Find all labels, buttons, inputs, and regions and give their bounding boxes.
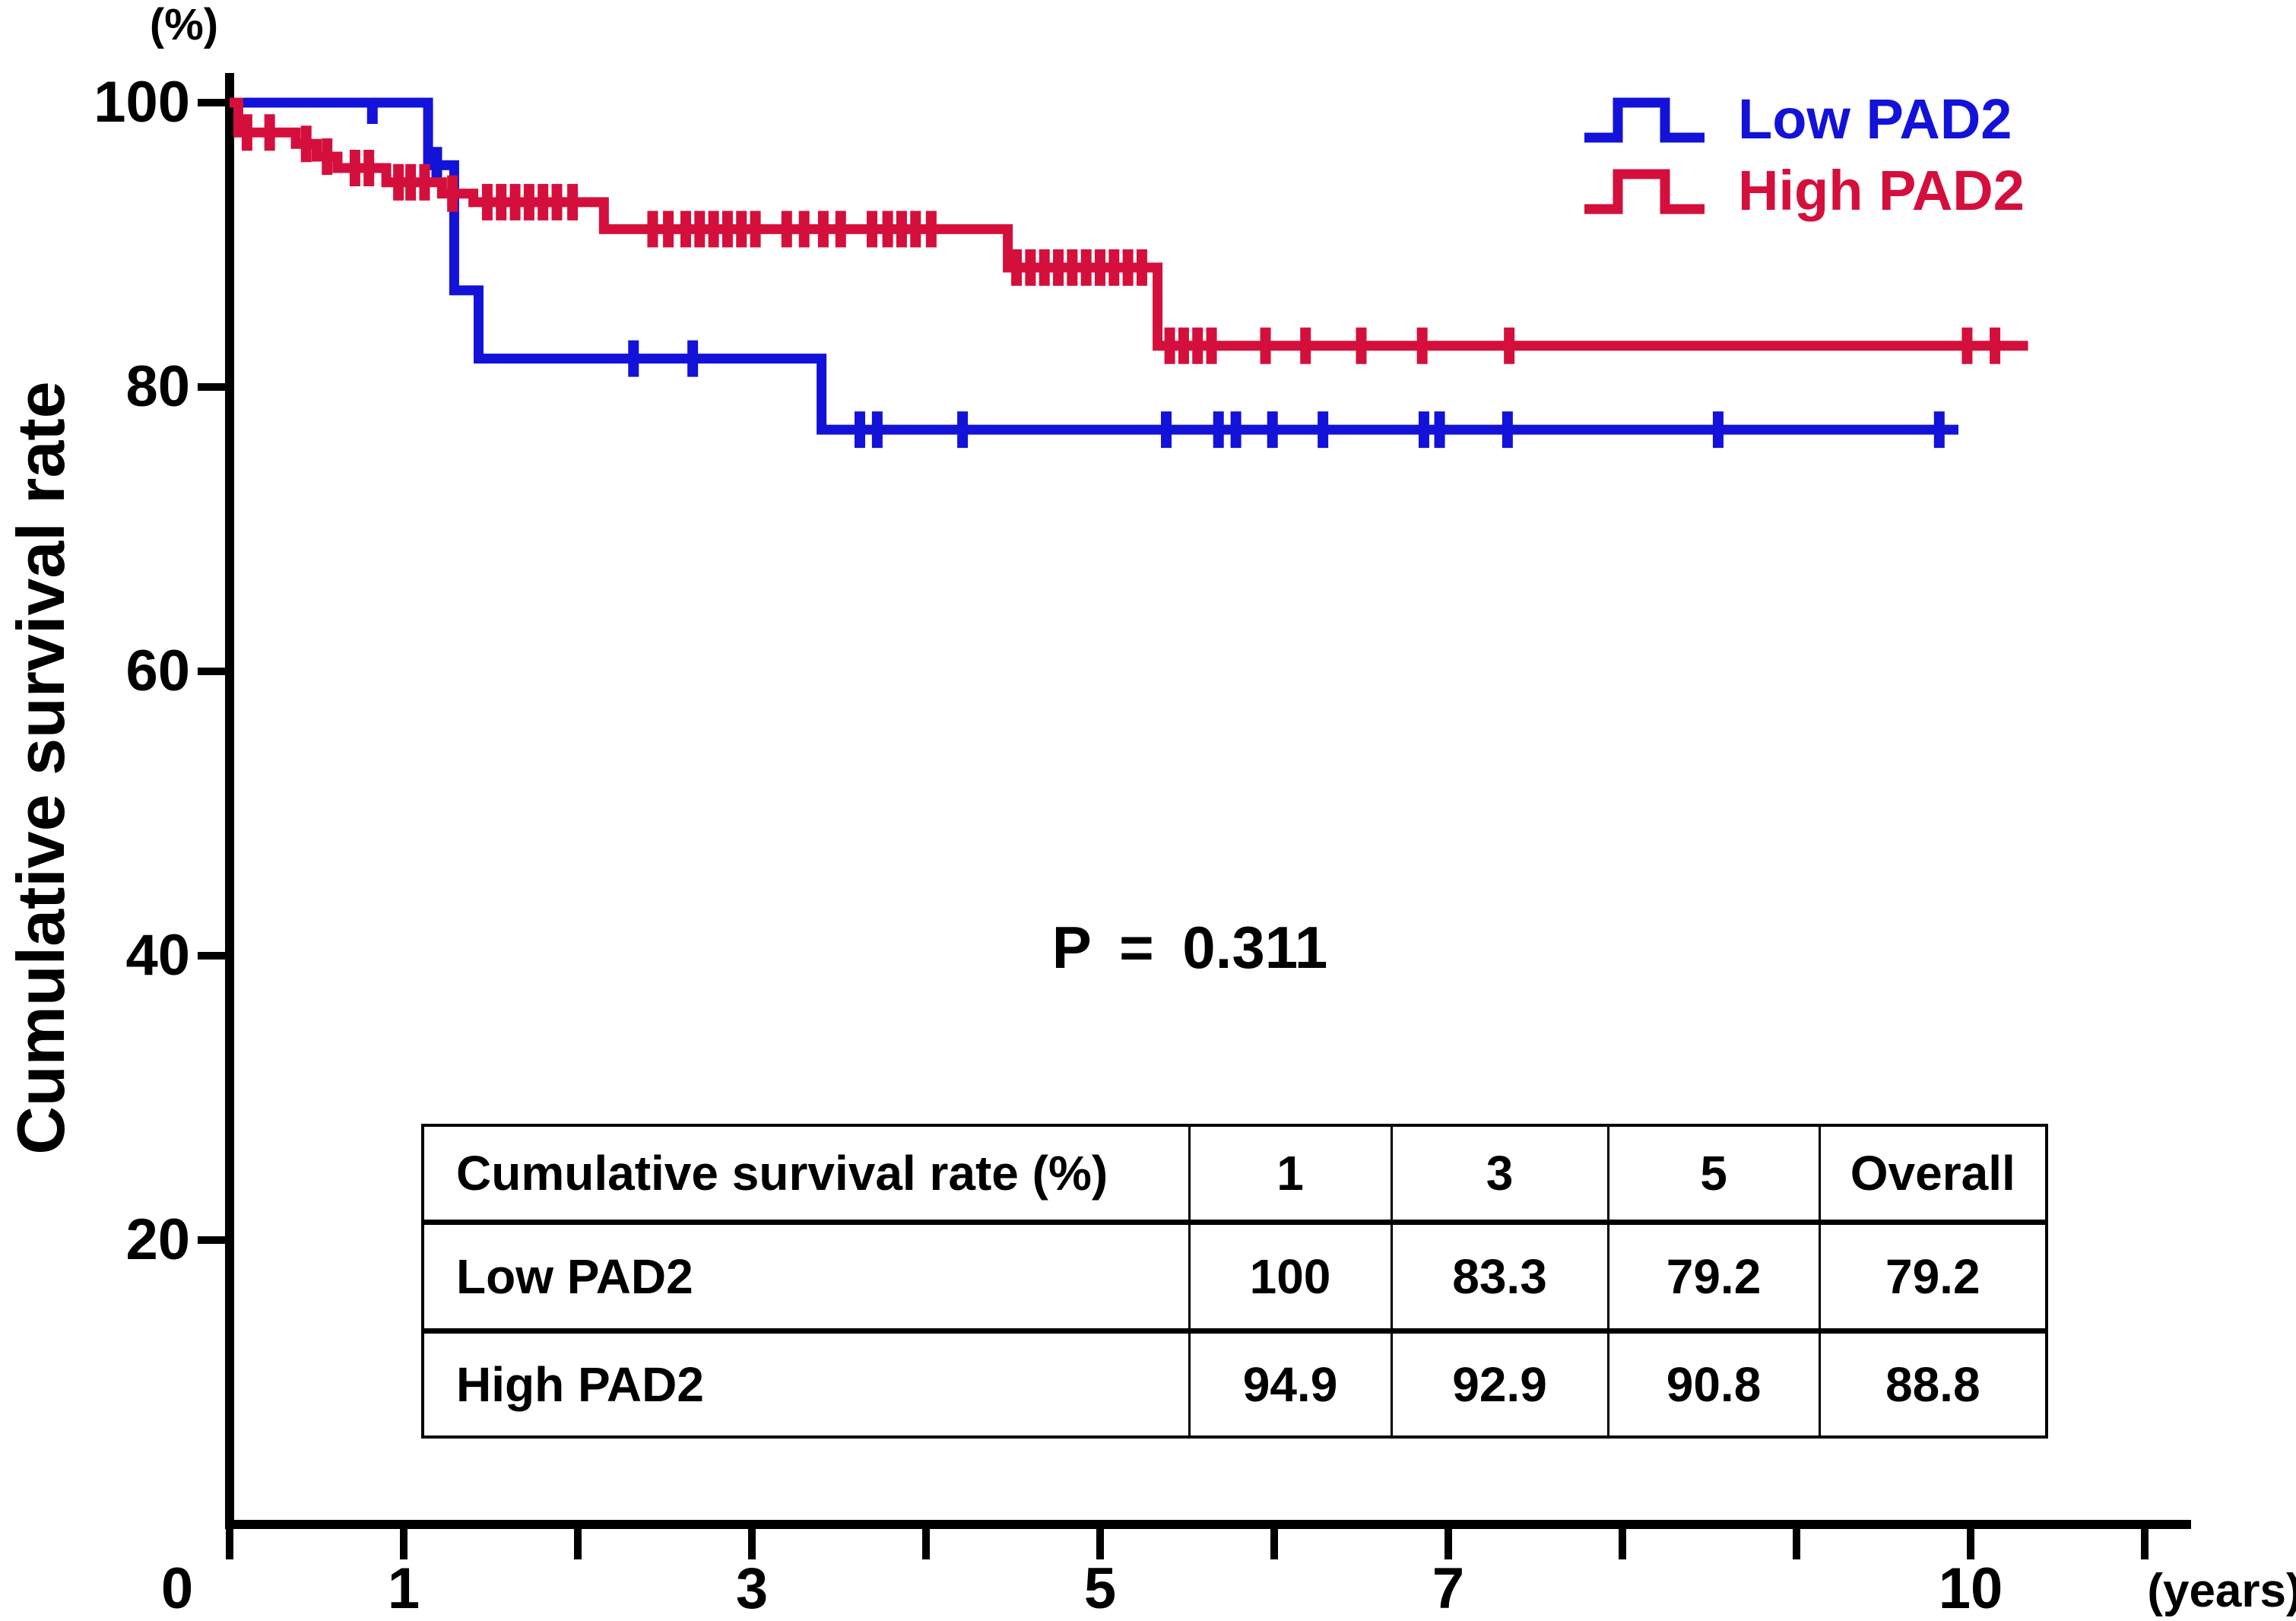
table-header-year5: 5: [1606, 1124, 1821, 1225]
step-line-icon: [1584, 169, 1705, 214]
cell-value: 94.9: [1188, 1330, 1393, 1439]
table-header-title: Cumulative survival rate (%): [421, 1124, 1191, 1225]
x-axis-unit-label: (years): [2147, 1565, 2296, 1617]
y-axis-unit-label: (%): [149, 0, 219, 49]
cell-value: 83.3: [1390, 1221, 1609, 1334]
legend-label: Low PAD2: [1738, 87, 2012, 151]
table-header-overall: Overall: [1818, 1124, 2048, 1225]
table-header-row: Cumulative survival rate (%) 1 3 5 Overa…: [421, 1124, 2048, 1225]
cell-value: 90.8: [1606, 1330, 1821, 1439]
legend-item-low-pad2: Low PAD2: [1580, 84, 2025, 155]
legend-item-high-pad2: High PAD2: [1580, 155, 2025, 227]
legend-label: High PAD2: [1738, 159, 2025, 222]
row-label: Low PAD2: [421, 1221, 1191, 1334]
table-row-high-pad2: High PAD2 94.9 92.9 90.8 88.8: [421, 1330, 2048, 1439]
table-header-year3: 3: [1390, 1124, 1609, 1225]
cell-value: 79.2: [1818, 1221, 2048, 1334]
p-value-annotation: P = 0.311: [1051, 914, 1328, 981]
table-header-year1: 1: [1188, 1124, 1393, 1225]
step-line-icon: [1584, 97, 1705, 143]
survival-rate-table: Cumulative survival rate (%) 1 3 5 Overa…: [421, 1124, 2048, 1439]
survival-curve-low-pad2: [230, 97, 1958, 435]
cell-value: 79.2: [1606, 1221, 1821, 1334]
cell-value: 88.8: [1818, 1330, 2048, 1439]
cell-value: 100: [1188, 1221, 1393, 1334]
y-axis-title: Cumulative survival rate: [3, 381, 78, 1155]
row-label: High PAD2: [421, 1330, 1191, 1439]
table-row-low-pad2: Low PAD2 100 83.3 79.2 79.2: [421, 1221, 2048, 1334]
cell-value: 92.9: [1390, 1330, 1609, 1439]
legend: Low PAD2 High PAD2: [1580, 84, 2025, 227]
